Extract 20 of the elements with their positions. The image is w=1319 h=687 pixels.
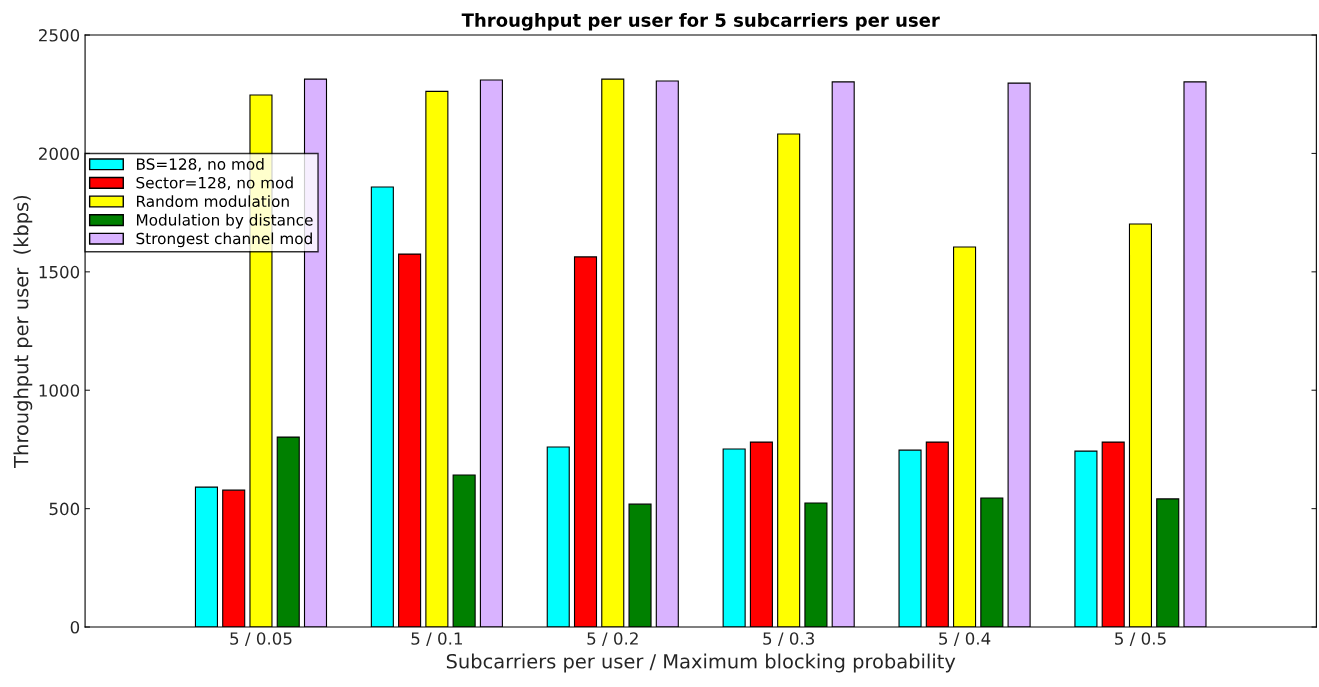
x-tick-label: 5 / 0.5 [1115,632,1166,647]
chart-title: Throughput per user for 5 subcarriers per user [461,12,940,31]
legend-label: Strongest channel mod [136,232,312,248]
y-tick-label: 1500 [39,265,80,279]
legend-label: Random modulation [136,195,289,208]
x-axis-title: Subcarriers per user / Maximum blocking probability [446,653,956,673]
y-axis-title: Throughput per user (kbps) [13,195,33,468]
x-tick-label: 5 / 0.1 [411,632,462,647]
x-tick-label: 5 / 0.2 [587,632,638,647]
x-tick-label: 5 / 0.3 [763,632,814,647]
legend-label: BS=128, no mod [136,158,264,172]
legend-label: Sector=128, no mod [136,176,293,191]
x-tick-label: 5 / 0.05 [230,632,292,647]
y-tick-label: 0 [70,620,80,634]
legend-label: Modulation by distance [136,213,313,229]
y-tick-label: 2500 [39,29,80,42]
y-tick-label: 500 [49,502,80,516]
x-tick-label: 5 / 0.4 [939,632,991,647]
y-tick-label: 1000 [39,384,80,397]
y-tick-label: 2000 [39,147,80,160]
